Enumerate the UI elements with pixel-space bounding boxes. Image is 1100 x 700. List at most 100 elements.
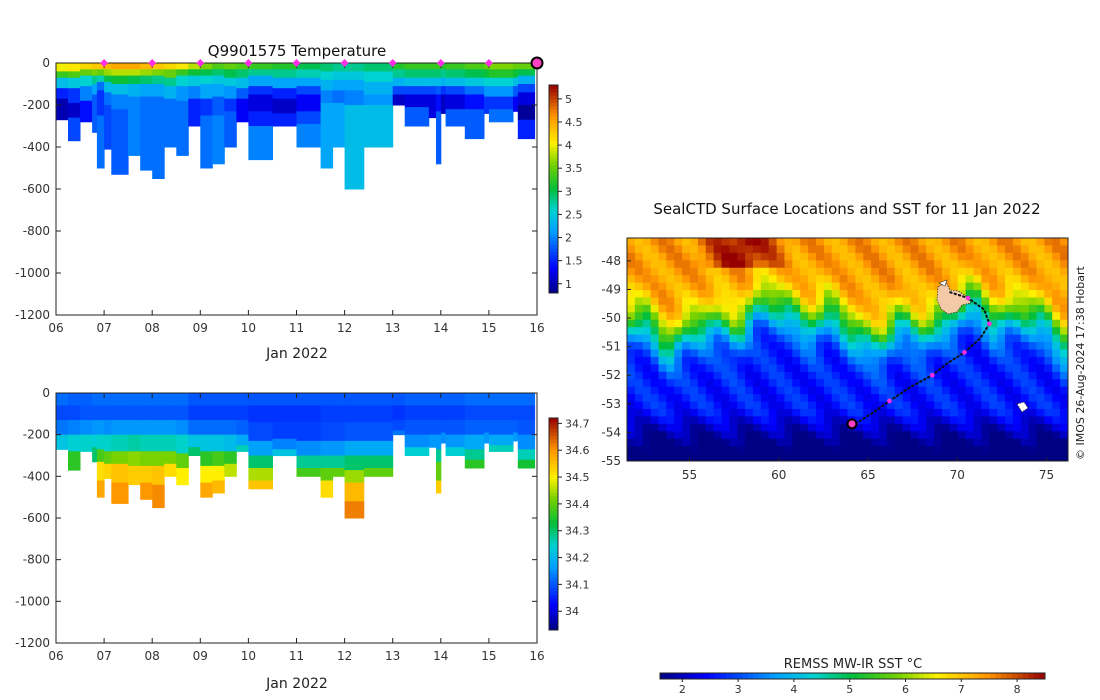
sst-cell [855, 453, 864, 461]
sst-cell [894, 260, 904, 269]
sst-cell [674, 260, 683, 269]
s-cell [56, 420, 69, 436]
sst-cell [847, 252, 856, 261]
sst-cell [753, 438, 762, 447]
sst-cell [1052, 416, 1061, 425]
sst-cell [713, 334, 723, 343]
sst-cell [957, 364, 967, 373]
s-cell [436, 420, 442, 436]
sst-cell [997, 401, 1006, 410]
sst-cell [634, 408, 644, 417]
sst-cell [1052, 245, 1061, 254]
s-cell [363, 393, 394, 406]
sst-cell [997, 386, 1006, 395]
sst-cell [690, 252, 699, 261]
s-colorbar-swatch [549, 439, 558, 444]
sst-cell [650, 416, 660, 425]
t-cell [344, 71, 365, 81]
sst-cell [816, 408, 825, 417]
sst-cell [847, 319, 856, 328]
t-colorbar-swatch [549, 265, 558, 270]
sst-cell [855, 431, 864, 440]
sst-cell [642, 342, 652, 351]
s-cell [152, 434, 165, 452]
sst-cell [808, 252, 817, 261]
sst-cell [989, 401, 998, 410]
s-y-tick-label: -200 [23, 428, 50, 442]
sst-cell [760, 386, 770, 395]
sst-cell [634, 319, 644, 328]
s-cell [236, 420, 249, 436]
sst-cell [792, 446, 801, 455]
sst-cell [989, 438, 998, 447]
sst-cell [823, 364, 833, 373]
sst-cell [1044, 364, 1053, 373]
sst-cell [658, 356, 667, 365]
sst-cell [768, 401, 778, 410]
sst-cell [910, 379, 919, 388]
sst-cell [855, 267, 864, 276]
sst-cell [1028, 260, 1038, 269]
t-cell [320, 90, 334, 104]
s-colorbar-swatch [549, 566, 558, 571]
t-colorbar-swatch [549, 189, 558, 193]
sst-cell [847, 356, 856, 365]
sst-cell [926, 453, 935, 461]
sst-cell [690, 438, 699, 447]
sst-cell [800, 446, 809, 455]
sst-cell [910, 275, 919, 284]
s-cell [248, 468, 273, 481]
map-lon-tick-label: 55 [682, 468, 697, 482]
s-cell [517, 405, 536, 421]
sst-cell [697, 297, 707, 306]
sst-cell [886, 438, 896, 447]
sst-cell [910, 364, 919, 373]
sst-cell [839, 379, 849, 388]
sst-cell [926, 438, 935, 447]
sst-cell [634, 401, 644, 410]
sst-cell [855, 408, 864, 417]
sst-cell [784, 275, 793, 284]
s-cell [164, 451, 177, 465]
sst-cell [886, 423, 896, 432]
sst-cell [768, 297, 778, 306]
sst-colorbar-swatch [781, 673, 787, 679]
sst-cell [745, 416, 754, 425]
s-cell [332, 455, 346, 469]
sst-cell [894, 386, 904, 395]
sst-cell [981, 356, 990, 365]
s-cell [436, 393, 442, 406]
t-cell [320, 102, 334, 169]
sst-cell [792, 423, 801, 432]
sst-cell [627, 252, 636, 261]
sst-cell [713, 304, 723, 313]
sst-cell [642, 275, 652, 284]
sst-cell [973, 416, 982, 425]
s-cell [488, 445, 514, 452]
sst-cell [650, 364, 660, 373]
sst-cell [1005, 245, 1014, 254]
sst-cell [808, 260, 817, 269]
sst-colorbar-tick-label: 5 [846, 683, 853, 696]
sst-cell [831, 252, 841, 261]
sst-cell [918, 334, 927, 343]
sst-cell [981, 379, 990, 388]
sst-cell [729, 334, 738, 343]
t-cell [140, 69, 153, 77]
sst-cell [768, 386, 778, 395]
sst-cell [981, 364, 990, 373]
sst-cell [1005, 416, 1014, 425]
sst-cell [729, 260, 738, 269]
sst-cell [705, 297, 715, 306]
sst-cell [902, 356, 912, 365]
sst-cell [934, 349, 943, 358]
sst-cell [768, 349, 778, 358]
sst-cell [879, 267, 888, 276]
t-colorbar-swatch [549, 95, 558, 100]
s-cell [464, 405, 485, 421]
sst-cell [934, 401, 943, 410]
sst-cell [997, 319, 1006, 328]
sst-cell [1012, 327, 1022, 336]
sst-cell [634, 252, 644, 261]
t-cell [464, 63, 485, 70]
